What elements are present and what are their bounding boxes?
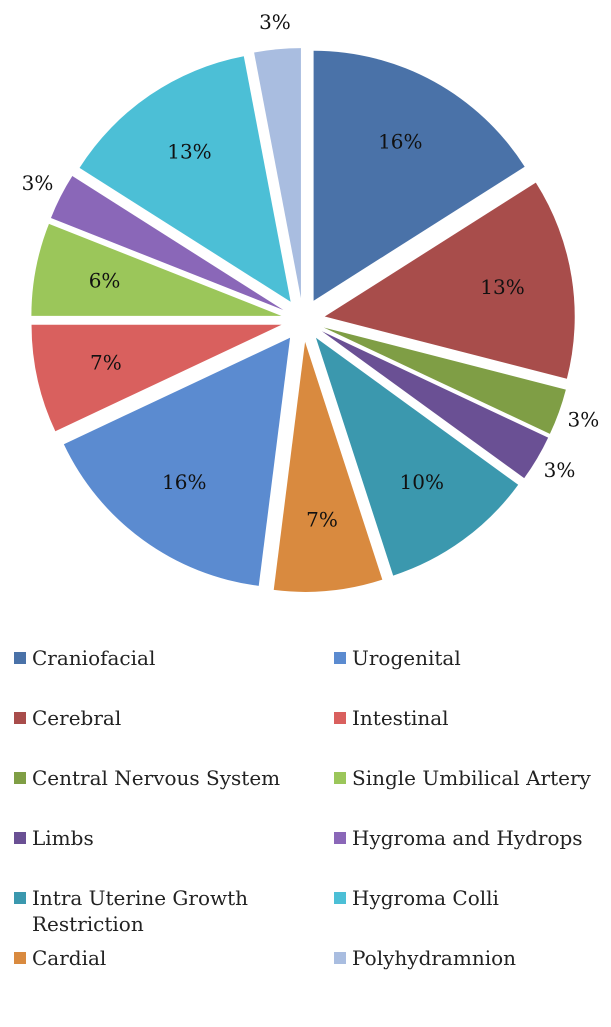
pie-slice: [50, 176, 284, 311]
data-label: 13%: [480, 275, 524, 299]
legend-swatch: [334, 952, 346, 964]
data-label: 3%: [544, 458, 576, 482]
data-label: 7%: [306, 508, 338, 532]
pie-slice: [254, 48, 301, 299]
chart: 16% 13% 3% 3% 10% 7% 16% 7% 6% 3% 13% 3%: [22, 10, 600, 592]
legend-swatch: [334, 652, 346, 664]
legend-item: Intra Uterine Growth Restriction: [0, 885, 320, 945]
legend-swatch: [14, 952, 26, 964]
legend-item: Single Umbilical Artery: [320, 765, 611, 825]
pie-slice: [31, 223, 282, 316]
legend-item: Urogenital: [320, 645, 611, 705]
legend-swatch: [14, 892, 26, 904]
pie-slice: [313, 50, 525, 301]
legend-label: Single Umbilical Artery: [352, 766, 591, 790]
legend-label: Cerebral: [32, 706, 122, 730]
legend-swatch: [14, 652, 26, 664]
legend-swatch: [334, 712, 346, 724]
data-label: 16%: [162, 470, 206, 494]
data-label: 6%: [89, 269, 121, 293]
legend-label: Craniofacial: [32, 646, 156, 670]
legend-swatch: [14, 832, 26, 844]
legend-item: Polyhydramnion: [320, 945, 611, 1005]
legend-label: Intra Uterine Growth Restriction: [32, 886, 249, 936]
legend-label: Limbs: [32, 826, 94, 850]
legend-label: Hygroma Colli: [352, 886, 499, 910]
pie-slice: [273, 341, 383, 592]
data-label: 3%: [259, 10, 291, 34]
pie-slice: [79, 56, 291, 302]
data-label: 10%: [400, 470, 444, 494]
legend-swatch: [14, 712, 26, 724]
pie-slice: [324, 182, 575, 379]
data-label: 3%: [568, 407, 600, 431]
pie-slice: [63, 337, 291, 586]
legend-label: Polyhydramnion: [352, 946, 517, 970]
legend-swatch: [14, 772, 26, 784]
legend-label: Cardial: [32, 946, 107, 970]
legend-item: Intestinal: [320, 705, 611, 765]
legend-item: Hygroma Colli: [320, 885, 611, 945]
legend-label: Intestinal: [352, 706, 449, 730]
legend-item: Limbs: [0, 825, 320, 885]
legend-item: Cerebral: [0, 705, 320, 765]
data-label: 7%: [90, 351, 122, 375]
legend-item: Central Nervous System: [0, 765, 320, 825]
legend-swatch: [334, 892, 346, 904]
legend-label: Urogenital: [352, 646, 461, 670]
data-label: 3%: [22, 171, 54, 195]
legend: Craniofacial Cerebral Central Nervous Syst…: [0, 645, 611, 1025]
legend-item: Craniofacial: [0, 645, 320, 705]
legend-item: Hygroma and Hydrops: [320, 825, 611, 885]
legend-swatch: [334, 832, 346, 844]
pie-slice: [315, 337, 519, 576]
data-label: 13%: [167, 139, 211, 163]
legend-label: Central Nervous System: [32, 766, 281, 790]
legend-swatch: [334, 772, 346, 784]
pie-slice: [321, 331, 549, 479]
pie-slice: [31, 324, 282, 432]
pie-slice: [323, 327, 566, 434]
legend-item: Cardial: [0, 945, 320, 1005]
legend-label: Hygroma and Hydrops: [352, 826, 583, 850]
data-label: 16%: [378, 129, 422, 153]
